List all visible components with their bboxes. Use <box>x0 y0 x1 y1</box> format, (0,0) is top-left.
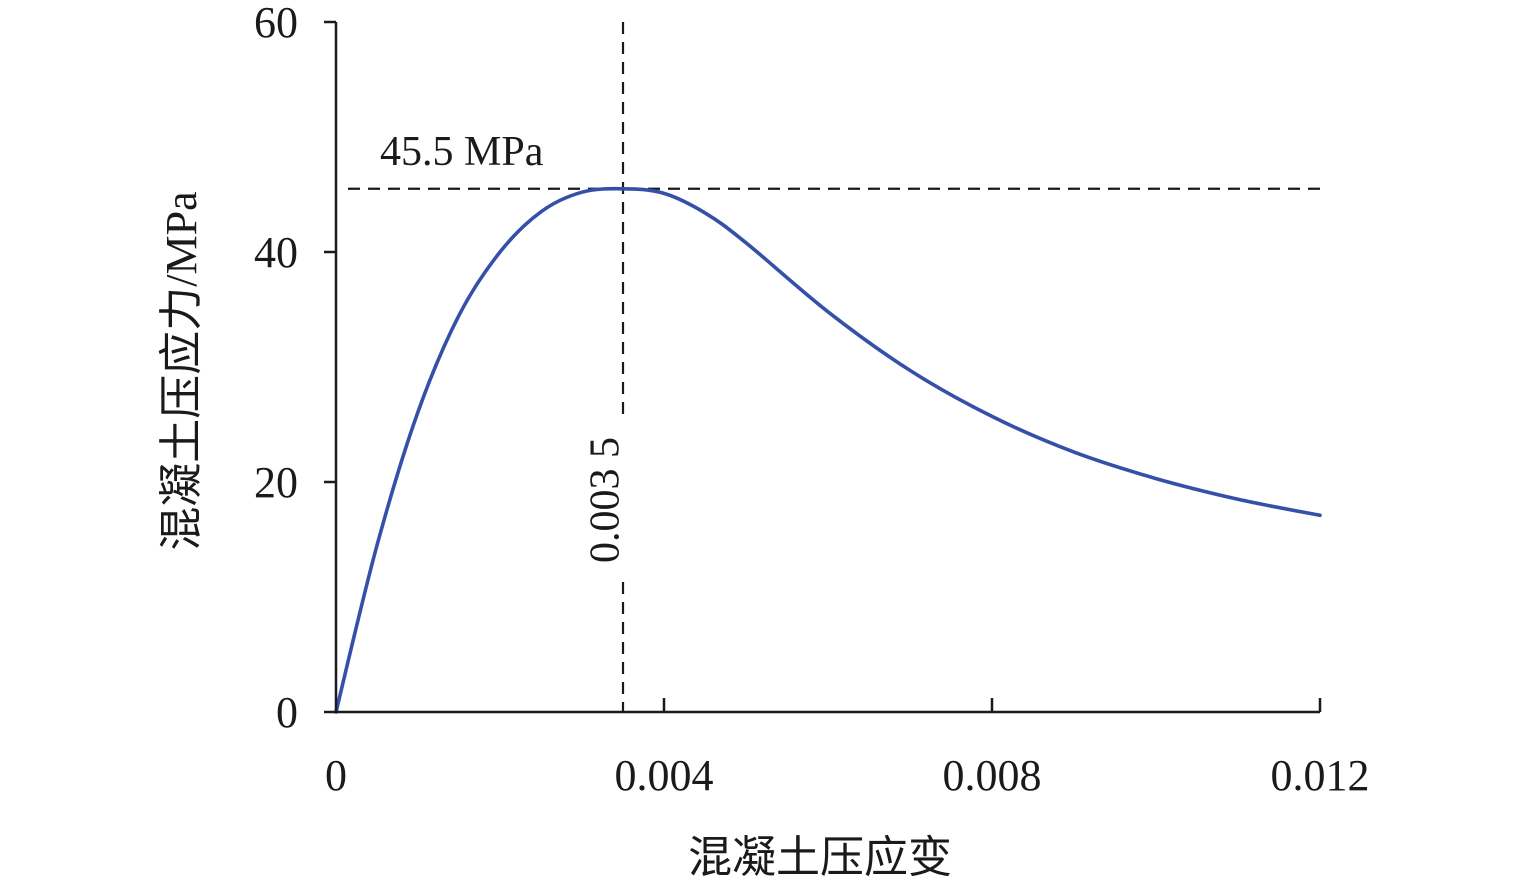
y-axis-title: 混凝土压应力/MPa <box>157 191 206 550</box>
peak-strain-label: 0.003 5 <box>583 437 629 563</box>
y-tick-label: 0 <box>276 688 298 737</box>
peak-strain-label-bg <box>581 420 627 580</box>
peak-stress-label: 45.5 MPa <box>380 129 544 175</box>
y-axis-ticks: 0 20 40 60 <box>254 0 336 737</box>
x-tick-label: 0 <box>325 751 347 800</box>
series-line <box>334 186 1322 714</box>
x-tick-label: 0.008 <box>943 751 1042 800</box>
annotations: 45.5 MPa 0.003 5 <box>380 129 629 580</box>
x-tick-label: 0.004 <box>615 751 714 800</box>
x-axis-title: 混凝土压应变 <box>688 833 952 882</box>
y-tick-label: 60 <box>254 0 298 47</box>
reference-lines <box>348 22 1320 712</box>
y-tick-label: 20 <box>254 458 298 507</box>
x-tick-label: 0.012 <box>1271 751 1370 800</box>
y-tick-label: 40 <box>254 228 298 277</box>
x-axis-ticks: 0 0.004 0.008 0.012 <box>325 698 1370 800</box>
